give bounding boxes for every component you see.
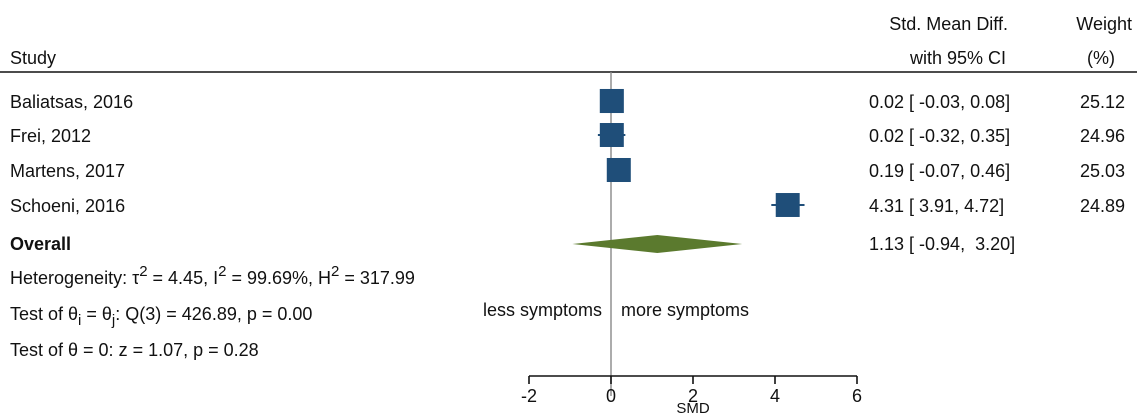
overall-diamond <box>572 235 743 253</box>
study-ci-text: 0.02 [ -0.03, 0.08] <box>869 92 1010 112</box>
study-ci-text: 4.31 [ 3.91, 4.72] <box>869 196 1004 216</box>
heterogeneity-tau-value: = 4.45, I <box>148 268 219 288</box>
study-marker <box>599 88 624 114</box>
study-marker <box>606 157 631 183</box>
heterogeneity-tau-sup: 2 <box>139 263 147 280</box>
test-equal-prefix: Test of θ <box>10 304 78 324</box>
x-tick-label: 6 <box>852 386 862 406</box>
heterogeneity-i-sup: 2 <box>218 263 226 280</box>
study-marker <box>775 193 800 217</box>
x-tick-label: 4 <box>770 386 780 406</box>
test-equal-text: Test of θi = θj: Q(3) = 426.89, p = 0.00 <box>10 304 312 329</box>
overall-ci: 1.13 [ -0.94, 3.20] <box>869 234 1015 254</box>
study-label: Frei, 2012 <box>10 126 91 146</box>
x-axis-ticks: -2 0 2 4 6 <box>521 376 862 406</box>
study-marker <box>599 123 624 147</box>
heterogeneity-text: Heterogeneity: τ2 = 4.45, I2 = 99.69%, H… <box>10 263 415 288</box>
direction-left-label: less symptoms <box>483 300 602 320</box>
test-equal-mid: = θ <box>81 304 112 324</box>
x-tick-label: 2 <box>688 386 698 406</box>
study-weight: 25.12 <box>1080 92 1125 112</box>
study-row: Martens, 2017 0.19 [ -0.07, 0.46] 25.03 <box>10 157 1125 183</box>
test-equal-rest: : Q(3) = 426.89, p = 0.00 <box>115 304 312 324</box>
x-tick-label: -2 <box>521 386 537 406</box>
heterogeneity-h-value: = 317.99 <box>339 268 415 288</box>
direction-right-label: more symptoms <box>621 300 749 320</box>
study-label: Baliatsas, 2016 <box>10 92 133 112</box>
study-row: Frei, 2012 0.02 [ -0.32, 0.35] 24.96 <box>10 123 1125 147</box>
study-label: Martens, 2017 <box>10 161 125 181</box>
header-effect-line2: with 95% CI <box>909 48 1006 68</box>
x-tick-label: 0 <box>606 386 616 406</box>
heterogeneity-i-value: = 99.69%, H <box>226 268 331 288</box>
study-rows: Baliatsas, 2016 0.02 [ -0.03, 0.08] 25.12 F… <box>10 88 1125 217</box>
overall-label: Overall <box>10 234 71 254</box>
heterogeneity-h-sup: 2 <box>331 263 339 280</box>
study-label: Schoeni, 2016 <box>10 196 125 216</box>
test-equal-sub-j: j <box>111 312 115 329</box>
study-weight: 24.96 <box>1080 126 1125 146</box>
study-weight: 25.03 <box>1080 161 1125 181</box>
heterogeneity-prefix: Heterogeneity: τ <box>10 268 139 288</box>
test-zero-text: Test of θ = 0: z = 1.07, p = 0.28 <box>10 340 259 360</box>
header-weight-line2: (%) <box>1087 48 1115 68</box>
study-row: Schoeni, 2016 4.31 [ 3.91, 4.72] 24.89 <box>10 193 1125 217</box>
x-axis-label: SMD <box>676 400 710 417</box>
header-study: Study <box>10 48 56 68</box>
study-row: Baliatsas, 2016 0.02 [ -0.03, 0.08] 25.12 <box>10 88 1125 114</box>
study-ci-text: 0.19 [ -0.07, 0.46] <box>869 161 1010 181</box>
header-effect-line1: Std. Mean Diff. <box>889 14 1008 34</box>
study-weight: 24.89 <box>1080 196 1125 216</box>
study-ci-text: 0.02 [ -0.32, 0.35] <box>869 126 1010 146</box>
test-equal-sub-i: i <box>78 312 81 329</box>
header-weight-line1: Weight <box>1076 14 1132 34</box>
